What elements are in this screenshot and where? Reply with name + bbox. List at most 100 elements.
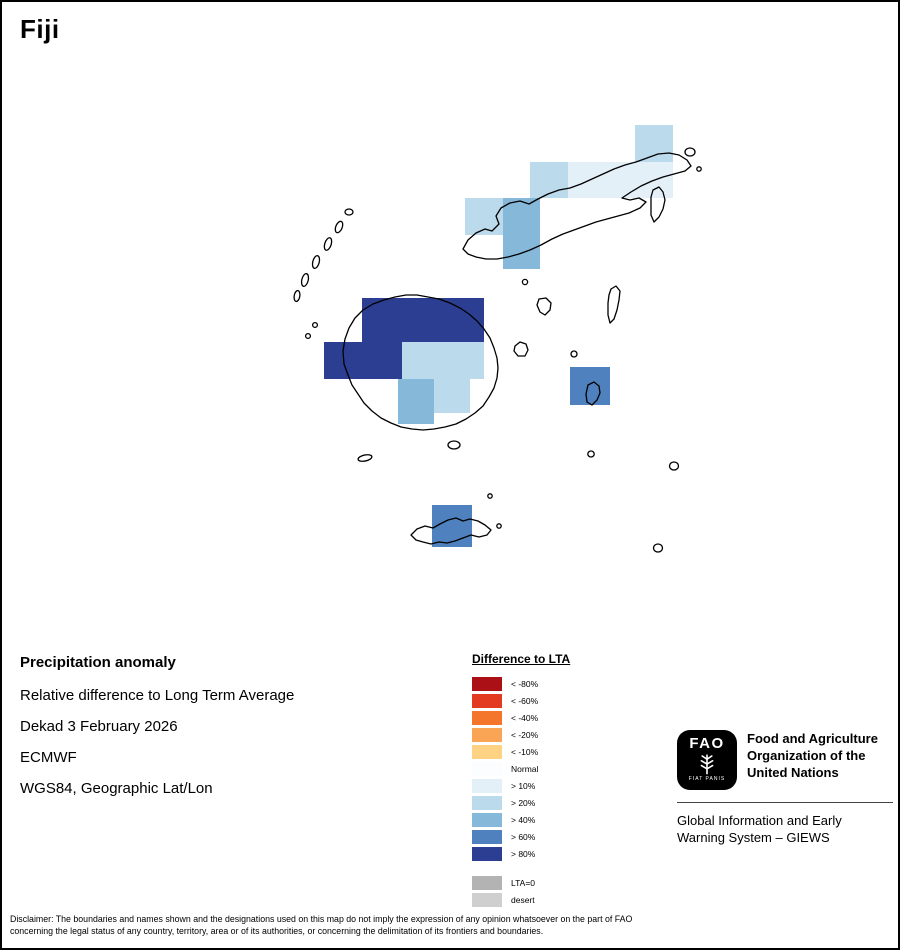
legend-label: > 10% xyxy=(511,780,536,791)
legend-item: > 10% xyxy=(472,777,570,794)
legend-swatch xyxy=(472,761,502,776)
legend-item: Normal xyxy=(472,760,570,777)
legend-title: Difference to LTA xyxy=(472,652,571,666)
map-cell xyxy=(530,162,568,198)
island-rabi xyxy=(684,147,696,157)
legend-swatch xyxy=(472,795,502,810)
legend-extra-items: LTA=0 desert xyxy=(472,874,570,908)
info-source: ECMWF xyxy=(20,749,77,766)
island-gau xyxy=(585,381,601,406)
legend-swatch xyxy=(472,710,502,725)
info-heading: Precipitation anomaly xyxy=(20,654,176,671)
fao-brand-top: FAO FIAT PANIS Food and Agriculture Orga… xyxy=(677,730,893,790)
legend-swatch xyxy=(472,727,502,742)
legend-swatch xyxy=(472,812,502,827)
legend-item: < -20% xyxy=(472,726,570,743)
map-cell xyxy=(570,367,610,405)
island-ono xyxy=(496,523,502,529)
island-kadavu xyxy=(410,517,492,545)
legend-swatch xyxy=(472,846,502,861)
map-cell xyxy=(398,379,434,424)
legend-item: desert xyxy=(472,891,570,908)
legend-items: < -80% < -60% < -40% < -20% < -10% Normal > 10… xyxy=(472,675,570,862)
island-vatulele xyxy=(357,454,373,462)
legend-swatch xyxy=(472,875,502,890)
legend-swatch xyxy=(472,892,502,907)
map-cell xyxy=(434,379,470,413)
legend-label: < -60% xyxy=(511,695,539,706)
fiji-map xyxy=(293,125,702,553)
island-beqa xyxy=(447,440,461,450)
fao-branding: FAO FIAT PANIS Food and Agriculture Orga… xyxy=(677,730,893,846)
island-koro xyxy=(536,297,552,316)
legend-swatch xyxy=(472,676,502,691)
brand-divider xyxy=(677,802,893,803)
legend-swatch xyxy=(472,829,502,844)
info-dekad: Dekad 3 February 2026 xyxy=(20,718,178,735)
island-yasawa-3 xyxy=(323,237,333,251)
legend-label: > 40% xyxy=(511,814,536,825)
giews-label: Global Information and Early Warning Sys… xyxy=(677,813,842,845)
legend-swatch xyxy=(472,744,502,759)
legend-label: desert xyxy=(511,894,535,905)
island-small-1 xyxy=(487,493,493,499)
legend-item: > 20% xyxy=(472,794,570,811)
wheat-icon xyxy=(700,754,714,775)
legend-item: LTA=0 xyxy=(472,874,570,891)
fao-logo-motto: FIAT PANIS xyxy=(688,776,726,782)
island-totoya xyxy=(668,461,680,471)
island-mamanuca-1 xyxy=(311,321,319,329)
island-yasawa-2 xyxy=(334,220,344,234)
info-subtitle: Relative difference to Long Term Average xyxy=(20,687,295,704)
legend-label: Normal xyxy=(511,763,539,774)
map-cell xyxy=(432,505,472,547)
map-cell xyxy=(362,298,484,342)
legend-item: < -10% xyxy=(472,743,570,760)
island-matuku xyxy=(652,543,664,553)
legend-label: < -40% xyxy=(511,712,539,723)
legend-item: < -60% xyxy=(472,692,570,709)
island-wakaya xyxy=(570,350,578,358)
legend-label: > 20% xyxy=(511,797,536,808)
legend: Difference to LTA < -80% < -60% < -40% < -2… xyxy=(472,652,570,908)
disclaimer: Disclaimer: The boundaries and names sho… xyxy=(10,914,633,936)
map-cell xyxy=(324,342,402,379)
map-title: Fiji xyxy=(20,14,60,44)
legend-item: < -40% xyxy=(472,709,570,726)
map-info: Precipitation anomaly Relative differenc… xyxy=(20,654,294,811)
legend-item: > 60% xyxy=(472,828,570,845)
island-moala xyxy=(587,450,595,458)
island-yasawa-5 xyxy=(300,272,310,288)
legend-label: < -10% xyxy=(511,746,539,757)
legend-swatch xyxy=(472,778,502,793)
legend-label: > 60% xyxy=(511,831,536,842)
island-yasawa-1 xyxy=(344,208,354,216)
coastlines-layer xyxy=(293,147,702,553)
legend-item: < -80% xyxy=(472,675,570,692)
legend-label: LTA=0 xyxy=(511,877,536,888)
info-projection: WGS84, Geographic Lat/Lon xyxy=(20,780,213,797)
island-vanua-balavu xyxy=(607,285,621,324)
map-cell xyxy=(503,198,540,269)
island-yasawa-4 xyxy=(311,255,321,269)
legend-label: < -80% xyxy=(511,678,539,689)
island-ovalau xyxy=(513,341,529,357)
legend-label: < -20% xyxy=(511,729,539,740)
island-yasawa-6 xyxy=(293,289,301,303)
island-mamanuca-2 xyxy=(304,332,312,340)
island-taveuni xyxy=(650,186,666,223)
fao-org-name: Food and Agriculture Organization of the… xyxy=(747,731,878,780)
island-makogai xyxy=(521,278,529,286)
fao-logo-text: FAO xyxy=(689,735,725,752)
legend-label: > 80% xyxy=(511,848,536,859)
island-viti-levu xyxy=(342,294,499,431)
fao-logo: FAO FIAT PANIS xyxy=(677,730,737,790)
map-cell xyxy=(635,125,673,162)
island-kioa xyxy=(696,166,702,172)
legend-item: > 80% xyxy=(472,845,570,862)
island-vanua-levu xyxy=(462,152,692,260)
map-cell xyxy=(568,162,673,198)
map-cell xyxy=(402,342,484,379)
legend-item: > 40% xyxy=(472,811,570,828)
